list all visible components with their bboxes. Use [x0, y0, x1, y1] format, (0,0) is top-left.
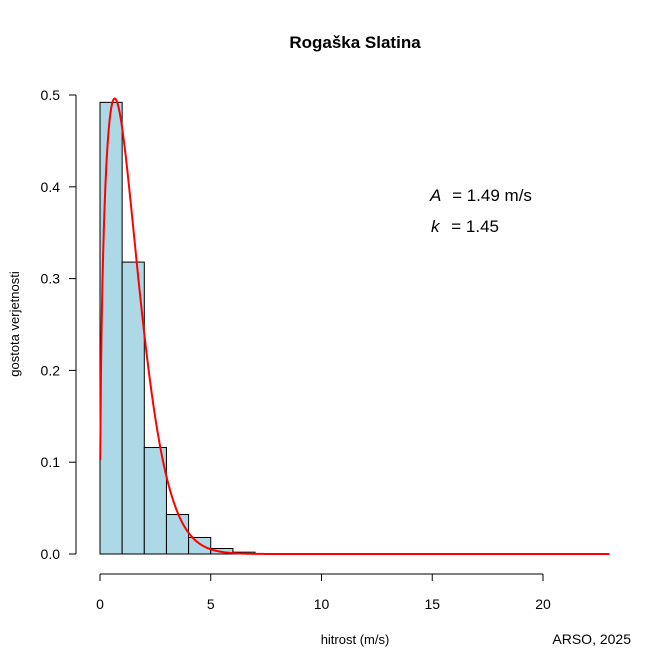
x-axis: 0 5 10 15 20: [96, 573, 551, 612]
param-k-symbol: k: [431, 217, 441, 236]
param-a-symbol: A: [429, 186, 441, 205]
y-tick-label: 0.0: [41, 546, 61, 562]
param-a-value: = 1.49 m/s: [452, 186, 532, 205]
x-axis-label: hitrost (m/s): [321, 632, 390, 647]
histogram-bars: [99, 101, 256, 555]
histogram-bar-1: [99, 101, 123, 555]
chart-title: Rogaška Slatina: [289, 33, 421, 52]
y-axis: 0.0 0.1 0.2 0.3 0.4 0.5: [41, 87, 77, 562]
x-tick-label: 10: [314, 596, 330, 612]
param-a: A = 1.49 m/s: [429, 186, 532, 205]
x-ticks: 0 5 10 15 20: [96, 574, 551, 612]
x-tick-label: 0: [96, 596, 104, 612]
y-axis-label: gostota verjetnosti: [7, 271, 22, 377]
x-tick-label: 5: [207, 596, 215, 612]
x-tick-label: 20: [535, 596, 551, 612]
y-tick-label: 0.1: [41, 454, 61, 470]
histogram-bar-3: [143, 447, 167, 555]
weibull-fit-curve: [99, 97, 610, 555]
param-k: k = 1.45: [431, 217, 499, 236]
x-tick-label: 15: [424, 596, 440, 612]
histogram-bar-4: [165, 514, 190, 555]
histogram-bar-2: [121, 261, 145, 555]
credit-label: ARSO, 2025: [552, 631, 631, 647]
y-ticks: 0.0 0.1 0.2 0.3 0.4 0.5: [41, 87, 76, 562]
y-tick-label: 0.4: [41, 179, 61, 195]
y-tick-label: 0.3: [41, 271, 61, 287]
y-tick-label: 0.5: [41, 87, 61, 103]
param-k-value: = 1.45: [451, 217, 499, 236]
fit-parameters: A = 1.49 m/s k = 1.45: [429, 186, 532, 236]
histogram-bar-5: [188, 536, 212, 555]
y-tick-label: 0.2: [41, 362, 61, 378]
